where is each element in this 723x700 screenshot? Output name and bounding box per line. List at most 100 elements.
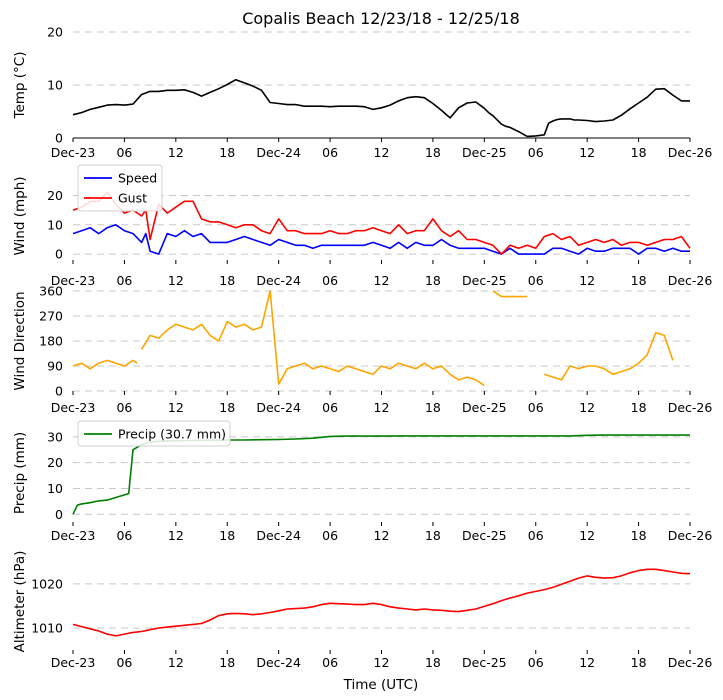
x-tick-label: 06 bbox=[116, 273, 132, 288]
y-tick-label: 270 bbox=[39, 309, 63, 324]
x-tick-label: 18 bbox=[631, 400, 647, 415]
x-tick-label: Dec-25 bbox=[462, 145, 507, 160]
x-tick-label: 12 bbox=[374, 145, 390, 160]
x-tick-label: 18 bbox=[631, 145, 647, 160]
x-tick-label: 18 bbox=[219, 528, 235, 543]
x-tick-label: Dec-23 bbox=[51, 273, 96, 288]
x-tick-label: 12 bbox=[579, 145, 595, 160]
y-tick-label: 1010 bbox=[31, 620, 63, 635]
panel-temp: 0 10 20 Temp (°C) Dec-23 06 12 18 Dec-24 06 12 18 De… bbox=[12, 25, 712, 161]
x-tick-label: 06 bbox=[528, 528, 544, 543]
y-tick-label: 90 bbox=[47, 359, 63, 374]
legend-box-wind bbox=[77, 164, 163, 212]
x-tick-label: Dec-25 bbox=[462, 273, 507, 288]
x-tick-label: 06 bbox=[528, 273, 544, 288]
y-axis-label-alt: Altimeter (hPa) bbox=[12, 551, 28, 653]
series-line-wind-gust bbox=[72, 191, 691, 255]
chart-title: Copalis Beach 12/23/18 - 12/25/18 bbox=[242, 9, 520, 28]
x-tick-label: Dec-24 bbox=[256, 528, 301, 543]
x-tick-label: 06 bbox=[116, 400, 132, 415]
x-tick-label: 12 bbox=[374, 528, 390, 543]
y-tick-label: 360 bbox=[39, 284, 63, 299]
x-tick-label: 06 bbox=[528, 655, 544, 670]
y-tick-label: 0 bbox=[55, 247, 63, 262]
y-tick-label: 20 bbox=[47, 455, 63, 470]
x-tick-label: 18 bbox=[631, 273, 647, 288]
legend-box-precip bbox=[77, 420, 231, 447]
y-axis-label-dir: Wind Direction bbox=[12, 291, 28, 390]
x-tick-label: 12 bbox=[168, 400, 184, 415]
panel-precip: 0 10 20 30 Precip (mm) Dec-23 06 12 18 Dec-24 06 12… bbox=[12, 420, 713, 543]
x-tick-label: Dec-23 bbox=[51, 528, 96, 543]
series-line-temp-temp bbox=[72, 78, 690, 138]
series-line-alt-altimeter bbox=[72, 568, 691, 637]
x-tick-label: 12 bbox=[579, 400, 595, 415]
x-tick-label: 12 bbox=[168, 528, 184, 543]
y-axis-label-wind: Wind (mph) bbox=[12, 176, 28, 255]
x-tick-label: Dec-24 bbox=[256, 273, 301, 288]
legend-label: Precip (30.7 mm) bbox=[118, 427, 226, 442]
x-tick-label: 12 bbox=[374, 273, 390, 288]
x-tick-label: 18 bbox=[425, 655, 441, 670]
x-tick-label: 12 bbox=[168, 655, 184, 670]
x-tick-label: 06 bbox=[322, 145, 338, 160]
x-tick-label: 18 bbox=[425, 145, 441, 160]
x-tick-label: 18 bbox=[219, 273, 235, 288]
x-tick-label: Dec-26 bbox=[668, 400, 713, 415]
x-tick-label: Dec-26 bbox=[668, 145, 713, 160]
y-tick-label: 0 bbox=[55, 384, 63, 399]
x-tick-label: Dec-26 bbox=[668, 655, 713, 670]
x-axis-label: Time (UTC) bbox=[343, 677, 419, 693]
x-tick-label: Dec-24 bbox=[256, 400, 301, 415]
y-tick-label: 20 bbox=[47, 188, 63, 203]
x-tick-label: Dec-25 bbox=[462, 400, 507, 415]
x-tick-label: 12 bbox=[168, 273, 184, 288]
y-tick-label: 0 bbox=[55, 507, 63, 522]
legend-label: Speed bbox=[118, 171, 157, 186]
series-line-dir-direction bbox=[72, 290, 674, 387]
x-tick-label: 06 bbox=[528, 400, 544, 415]
x-tick-label: 12 bbox=[579, 655, 595, 670]
x-tick-label: 18 bbox=[631, 655, 647, 670]
x-tick-label: Dec-23 bbox=[51, 400, 96, 415]
x-tick-label: 06 bbox=[322, 273, 338, 288]
x-tick-label: 06 bbox=[322, 528, 338, 543]
x-tick-label: 12 bbox=[374, 400, 390, 415]
x-tick-label: 12 bbox=[168, 145, 184, 160]
x-tick-label: 12 bbox=[579, 528, 595, 543]
x-tick-label: 18 bbox=[219, 655, 235, 670]
x-tick-label: Dec-25 bbox=[462, 528, 507, 543]
y-tick-label: 10 bbox=[47, 217, 63, 232]
x-tick-label: Dec-24 bbox=[256, 655, 301, 670]
x-tick-label: Dec-23 bbox=[51, 655, 96, 670]
series-line-wind-speed bbox=[72, 224, 690, 255]
x-tick-label: 06 bbox=[116, 655, 132, 670]
x-tick-label: 06 bbox=[528, 145, 544, 160]
x-tick-label: 18 bbox=[219, 145, 235, 160]
x-tick-label: Dec-23 bbox=[51, 145, 96, 160]
x-tick-label: 06 bbox=[116, 528, 132, 543]
y-tick-label: 0 bbox=[55, 131, 63, 146]
x-tick-label: Dec-25 bbox=[462, 655, 507, 670]
x-tick-label: 06 bbox=[322, 655, 338, 670]
legend-label: Gust bbox=[118, 191, 147, 206]
y-tick-label: 30 bbox=[47, 429, 63, 444]
x-tick-label: 18 bbox=[425, 273, 441, 288]
y-tick-label: 20 bbox=[47, 25, 63, 40]
x-tick-label: 06 bbox=[116, 145, 132, 160]
y-tick-label: 180 bbox=[39, 334, 63, 349]
y-tick-label: 1020 bbox=[31, 576, 63, 591]
x-tick-label: 12 bbox=[374, 655, 390, 670]
panel-dir: 0 90 180 270 360 Wind Direction Dec-23 06 12 18 De… bbox=[12, 284, 712, 416]
x-tick-label: 12 bbox=[579, 273, 595, 288]
y-tick-label: 10 bbox=[47, 481, 63, 496]
y-axis-label-temp: Temp (°C) bbox=[12, 52, 28, 120]
series-line-precip-precip-30-7-mm- bbox=[72, 434, 690, 515]
x-tick-label: 18 bbox=[631, 528, 647, 543]
x-tick-label: 18 bbox=[219, 400, 235, 415]
x-tick-label: 18 bbox=[425, 528, 441, 543]
x-tick-label: Dec-26 bbox=[668, 528, 713, 543]
x-tick-label: Dec-26 bbox=[668, 273, 713, 288]
